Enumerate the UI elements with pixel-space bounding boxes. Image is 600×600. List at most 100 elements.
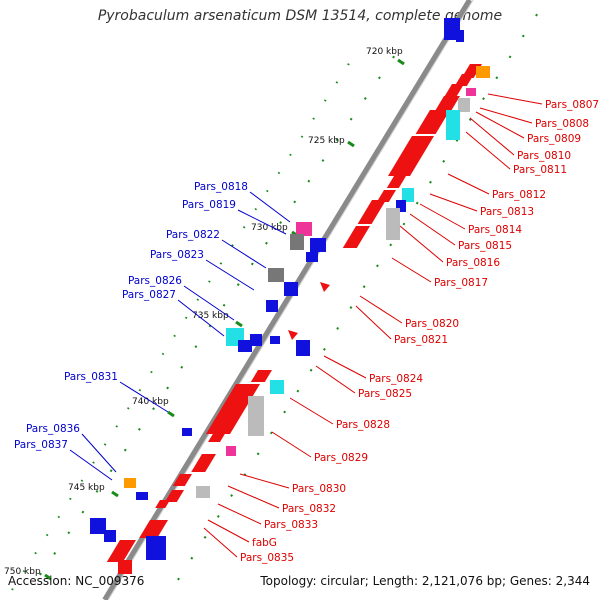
gene-orange <box>124 478 136 488</box>
topology-text: Topology: circular; Length: 2,121,076 bp… <box>260 574 590 588</box>
tick-mark <box>283 410 287 414</box>
tick-mark <box>196 298 200 301</box>
tick-mark <box>521 34 525 38</box>
tick-mark <box>190 556 194 560</box>
tick-mark <box>242 226 246 229</box>
tick-mark <box>231 244 234 247</box>
tick-mark <box>123 448 127 452</box>
label-leader <box>221 239 267 269</box>
tick-mark <box>376 264 379 268</box>
tick-mark <box>322 347 326 351</box>
tick-mark <box>336 327 340 330</box>
tick-mark <box>53 551 57 555</box>
major-tick <box>167 410 175 418</box>
gene-forward <box>164 490 184 502</box>
gene-orange <box>476 66 490 78</box>
tick-mark <box>363 97 367 100</box>
tick-mark <box>22 570 26 573</box>
gene-pink <box>296 222 312 236</box>
gene-label: Pars_0815 <box>458 240 512 252</box>
tick-mark <box>34 551 37 555</box>
major-tick <box>397 58 405 66</box>
scale-label: 745 kbp <box>68 483 105 493</box>
gene-label: Pars_0813 <box>480 206 534 218</box>
tick-mark <box>57 515 61 519</box>
gene-forward <box>288 330 298 340</box>
gene-rna <box>402 188 414 202</box>
tick-mark <box>109 469 113 473</box>
gene-label: Pars_0812 <box>492 189 546 201</box>
gene-reverse <box>270 336 280 344</box>
label-leader <box>475 111 525 139</box>
gene-gray <box>248 396 264 436</box>
gene-label: Pars_0810 <box>517 150 571 162</box>
gene-label: Pars_0821 <box>394 334 448 346</box>
tick-mark <box>45 533 49 537</box>
tick-marks <box>11 13 538 591</box>
tick-mark <box>347 63 350 66</box>
major-tick <box>347 140 355 148</box>
gene-label: Pars_0837 <box>14 439 68 451</box>
gene-forward <box>433 96 460 114</box>
accession-text: Accession: NC_009376 <box>8 574 145 588</box>
tick-mark <box>495 76 499 80</box>
gene-label: Pars_0824 <box>369 373 423 385</box>
major-tick <box>44 573 52 581</box>
label-leader <box>207 519 250 543</box>
label-leader <box>419 203 466 230</box>
gene-label: Pars_0832 <box>282 503 336 515</box>
tick-mark <box>265 241 268 245</box>
gene-pink <box>226 446 236 456</box>
tick-mark <box>256 452 260 456</box>
tick-mark <box>194 345 198 349</box>
label-leader <box>119 381 169 413</box>
gene-reverse <box>182 428 192 436</box>
tick-mark <box>95 489 99 493</box>
tick-mark <box>323 99 327 102</box>
gene-forward <box>206 384 260 434</box>
gene-reverse <box>296 340 310 356</box>
gene-gray <box>386 208 400 240</box>
tick-mark <box>115 425 118 428</box>
label-leader <box>391 257 432 283</box>
gene-forward <box>250 370 272 382</box>
tick-mark <box>389 243 393 247</box>
tick-mark <box>349 306 353 309</box>
gene-reverse <box>136 492 148 500</box>
gene-reverse <box>250 334 262 346</box>
gene-label: Pars_0822 <box>166 229 220 241</box>
gene-label: Pars_0819 <box>182 199 236 211</box>
gene-label: Pars_0828 <box>336 419 390 431</box>
tick-mark <box>429 180 432 184</box>
gene-label: Pars_0826 <box>128 275 182 287</box>
gene-forward <box>191 454 216 472</box>
label-leader <box>447 173 490 195</box>
gene-label: Pars_0816 <box>446 257 500 269</box>
label-leader <box>429 193 478 212</box>
label-leader <box>289 397 334 425</box>
tick-mark <box>321 159 325 162</box>
label-leader <box>205 259 255 291</box>
tick-mark <box>266 189 269 193</box>
tick-mark <box>296 389 300 393</box>
gene-reverse <box>310 238 326 252</box>
gene-forward <box>342 226 370 248</box>
scale-label: 720 kbp <box>366 47 403 57</box>
label-leader <box>183 285 235 321</box>
label-leader <box>355 305 392 340</box>
label-leader <box>323 355 367 379</box>
gene-reverse <box>396 200 406 212</box>
gene-forward <box>155 500 170 508</box>
gene-forward <box>118 560 132 574</box>
scale-label: 740 kbp <box>132 397 169 407</box>
label-leader <box>217 503 262 525</box>
gene-dark-gray <box>268 268 284 282</box>
gene-forward <box>106 540 136 562</box>
gene-label: Pars_0814 <box>468 224 522 236</box>
gene-forward <box>376 190 396 202</box>
tick-mark <box>415 201 419 205</box>
tick-mark <box>535 13 538 17</box>
tick-mark <box>219 262 223 265</box>
tick-mark <box>208 280 211 283</box>
